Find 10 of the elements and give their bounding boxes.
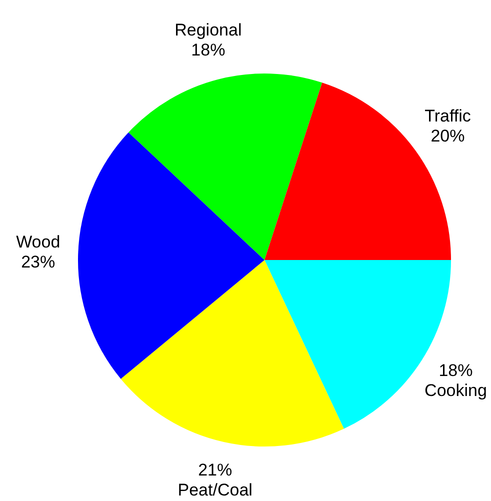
data-label: 21% [198, 460, 232, 480]
slice-label: Peat/Coal [178, 480, 252, 500]
slice-label: Traffic [424, 106, 472, 126]
data-label: 23% [21, 252, 56, 272]
data-label: 18% [191, 40, 226, 60]
data-label: 18% [438, 361, 473, 380]
slice-label: Cooking [424, 381, 487, 400]
slice-label: Wood [16, 232, 60, 252]
slice-label: Regional [174, 20, 242, 40]
data-label: 20% [430, 126, 465, 146]
